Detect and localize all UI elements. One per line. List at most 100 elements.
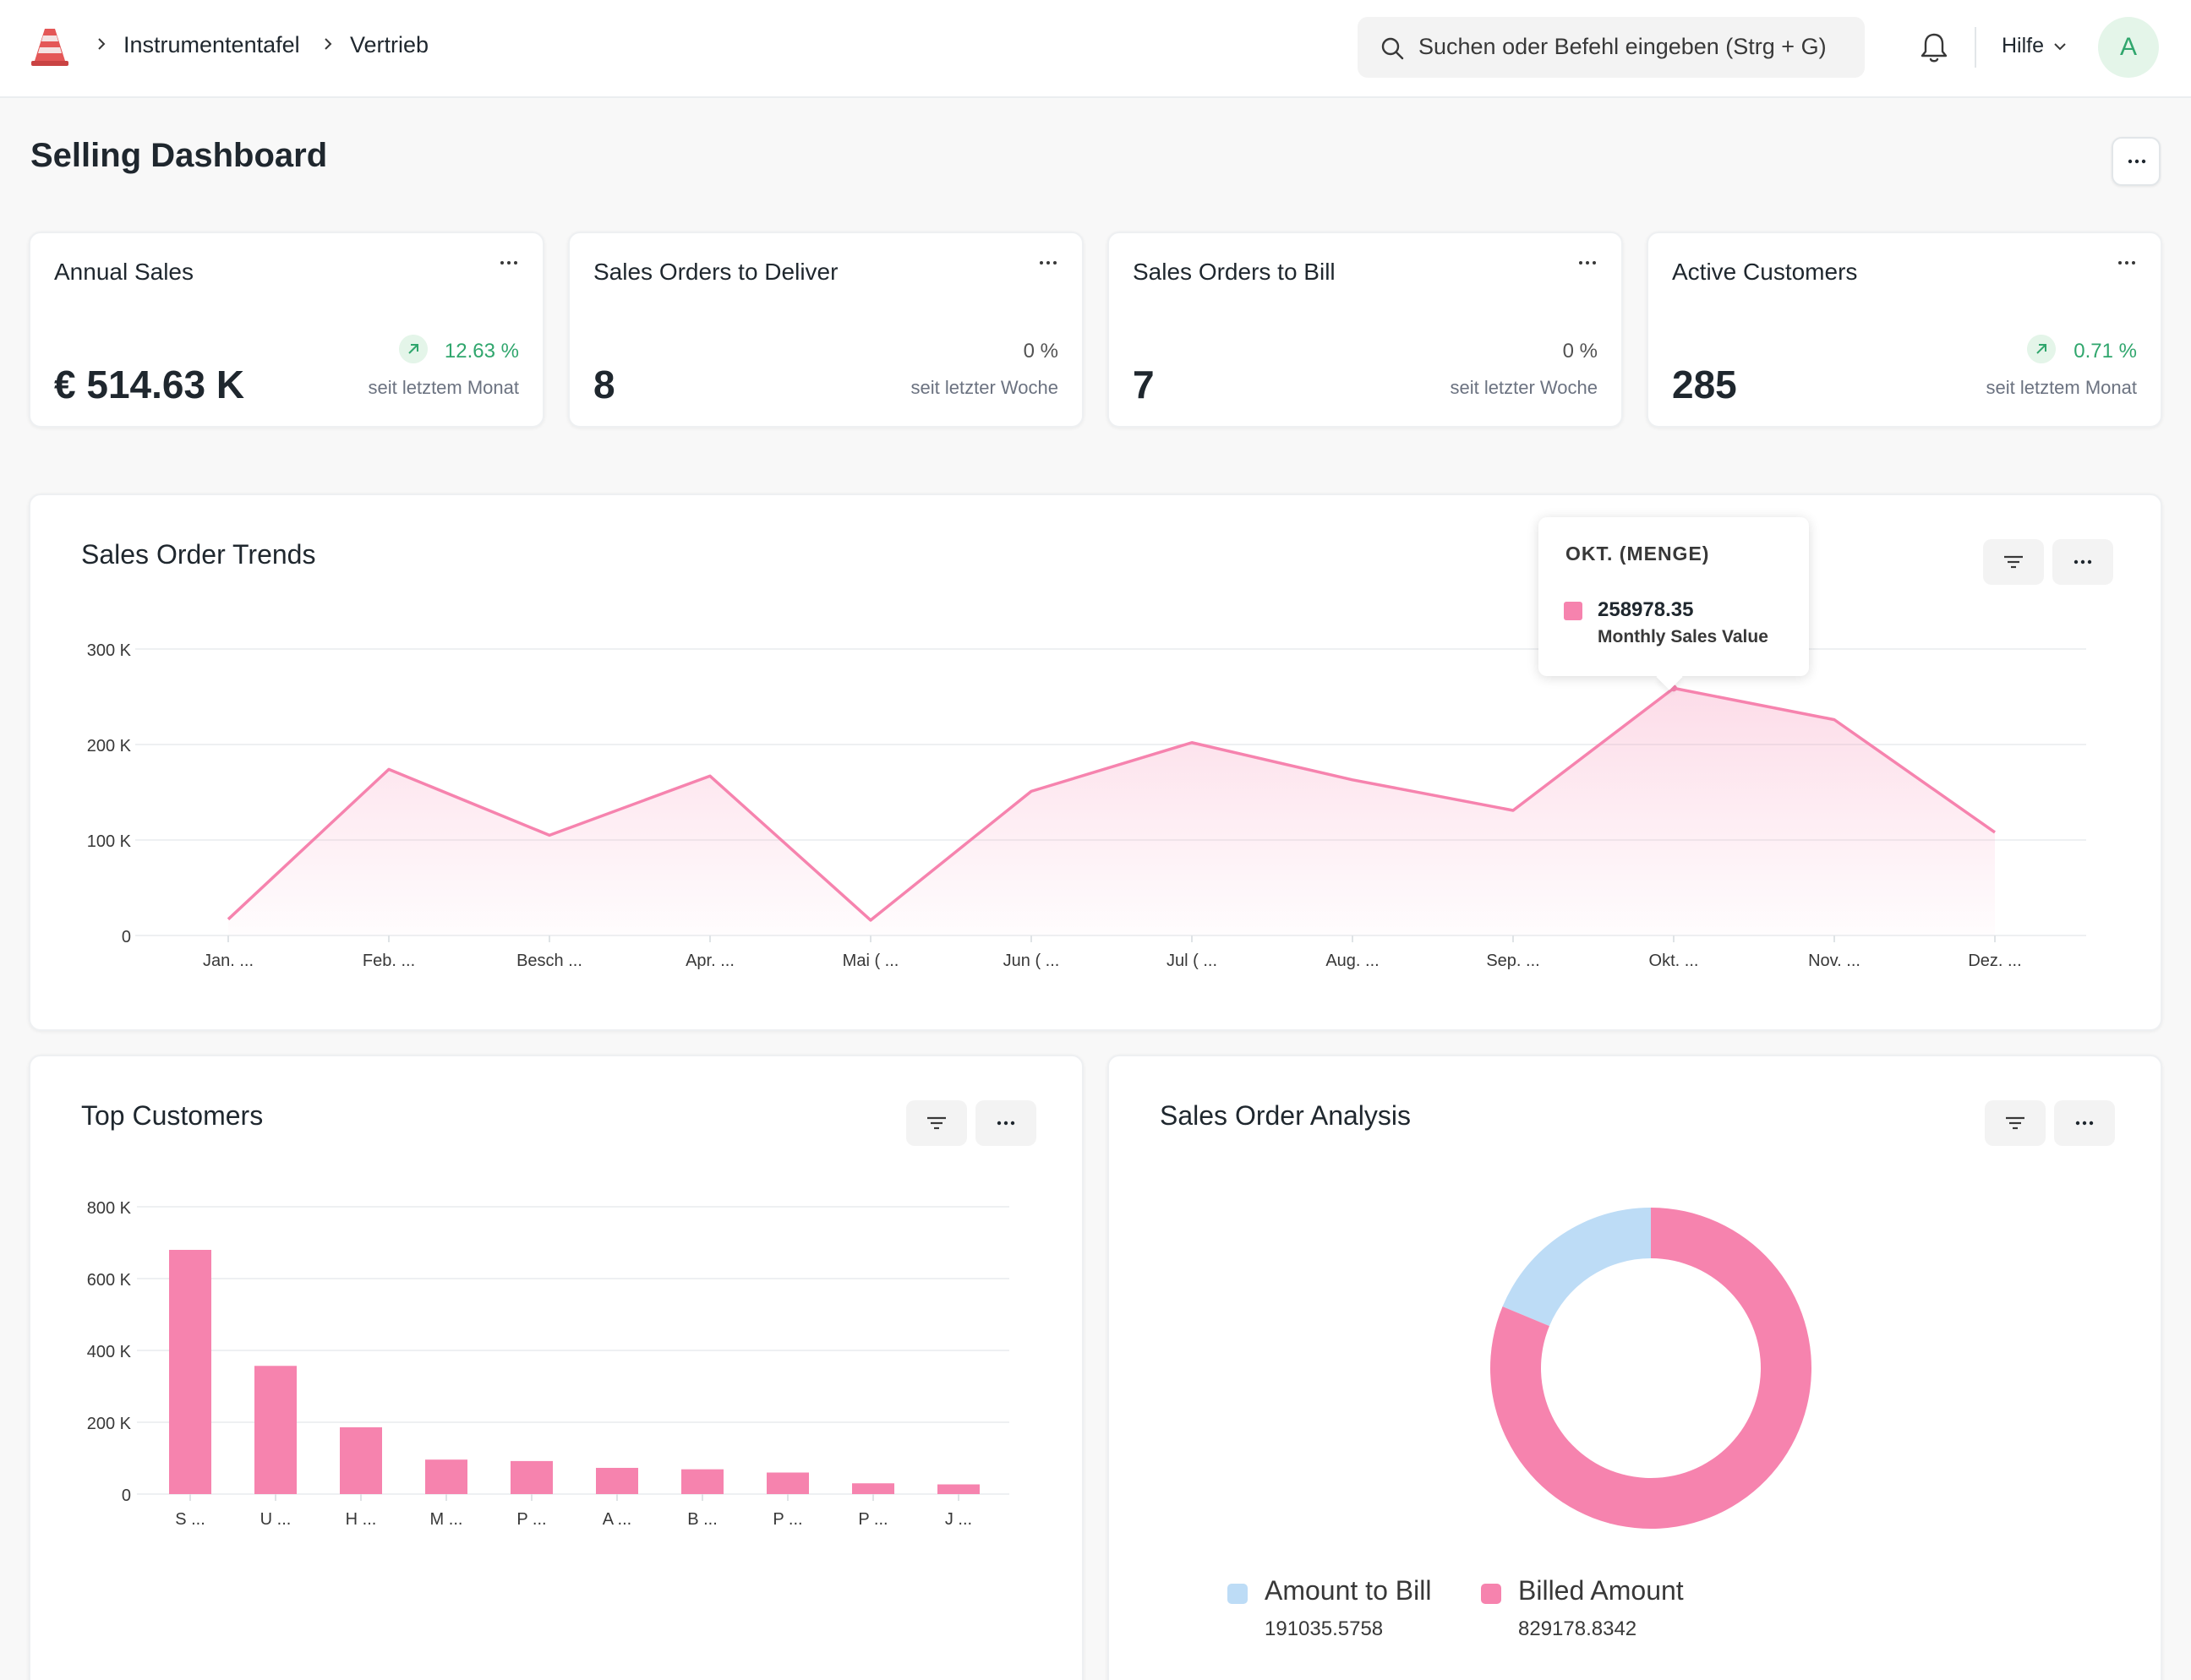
- filter-button[interactable]: [906, 1100, 967, 1146]
- y-tick-label: 0: [122, 928, 131, 946]
- x-tick-label: Jun ( ...: [1003, 952, 1060, 970]
- x-tick-label: Aug. ...: [1325, 952, 1379, 970]
- navbar: Instrumententafel Vertrieb Suchen oder B…: [0, 0, 2191, 98]
- bar: [169, 1250, 211, 1494]
- filter-icon: [2006, 1116, 2024, 1130]
- legend-swatch-amount-to-bill: [1227, 1584, 1248, 1604]
- x-tick-label: Mai ( ...: [843, 952, 899, 970]
- chart-menu-button[interactable]: [2052, 539, 2113, 585]
- x-tick-label: P ...: [516, 1510, 546, 1529]
- chart-title: Sales Order Trends: [81, 539, 316, 570]
- user-avatar[interactable]: A: [2098, 17, 2159, 78]
- card-percent: 0 %: [1023, 340, 1058, 363]
- chart-title: Top Customers: [81, 1100, 264, 1131]
- card-value: 8: [593, 363, 615, 406]
- card-menu-icon[interactable]: [1038, 260, 1058, 265]
- legend-value-amount-to-bill: 191035.5758: [1265, 1617, 1384, 1640]
- x-tick-label: Apr. ...: [686, 952, 735, 970]
- area-fill: [228, 688, 1995, 935]
- page-actions-button[interactable]: [2112, 137, 2161, 186]
- chart-tooltip: OKT. (MENGE) 258978.35 Monthly Sales Val…: [1538, 517, 1809, 676]
- bar: [254, 1366, 297, 1494]
- card-menu-icon[interactable]: [499, 260, 519, 265]
- number-card-orders-to-bill: Sales Orders to Bill 7 0 % seit letzter …: [1107, 232, 1623, 428]
- x-tick-label: P ...: [858, 1510, 888, 1529]
- chart-menu-button[interactable]: [975, 1100, 1036, 1146]
- navbar-divider: [1975, 27, 1976, 68]
- breadcrumb-selling[interactable]: Vertrieb: [350, 32, 429, 57]
- x-tick-label: P ...: [773, 1510, 802, 1529]
- bar: [425, 1459, 467, 1494]
- card-since: seit letzter Woche: [1450, 377, 1598, 398]
- y-tick-label: 400 K: [87, 1343, 132, 1361]
- card-title: Annual Sales: [54, 259, 194, 285]
- card-title: Active Customers: [1672, 259, 1858, 285]
- more-dots-icon: [2075, 1121, 2094, 1126]
- legend-label-billed-amount: Billed Amount: [1518, 1575, 1684, 1606]
- chevron-down-icon[interactable]: [2052, 41, 2068, 52]
- page-title: Selling Dashboard: [30, 137, 328, 174]
- sales-order-analysis-card: Sales Order Analysis Amount to Bill 1910…: [1107, 1055, 2162, 1680]
- filter-button[interactable]: [1983, 539, 2044, 585]
- y-tick-label: 600 K: [87, 1271, 132, 1290]
- x-tick-label: S ...: [175, 1510, 205, 1529]
- card-since: seit letztem Monat: [368, 377, 519, 398]
- tooltip-value: 258978.35: [1598, 598, 1694, 621]
- bar: [767, 1472, 809, 1494]
- card-value: € 514.63 K: [54, 363, 245, 406]
- bar: [937, 1484, 980, 1494]
- y-tick-label: 0: [122, 1486, 131, 1505]
- x-tick-label: Feb. ...: [363, 952, 415, 970]
- donut-slice: [1502, 1208, 1651, 1327]
- more-dots-icon: [997, 1121, 1015, 1126]
- bar: [511, 1460, 553, 1494]
- card-percent: 12.63 %: [444, 340, 519, 363]
- bar: [340, 1426, 382, 1494]
- card-menu-icon[interactable]: [1577, 260, 1598, 265]
- y-tick-label: 300 K: [87, 641, 132, 660]
- x-tick-label: Dez. ...: [1968, 952, 2021, 970]
- y-tick-label: 200 K: [87, 1415, 132, 1433]
- trend-up-icon: [399, 335, 428, 363]
- y-tick-label: 100 K: [87, 832, 132, 851]
- card-menu-icon[interactable]: [2117, 260, 2137, 265]
- card-since: seit letzter Woche: [910, 377, 1058, 398]
- card-percent: 0.71 %: [2074, 340, 2137, 363]
- card-title: Sales Orders to Bill: [1133, 259, 1336, 285]
- trend-up-icon: [2027, 335, 2056, 363]
- filter-button[interactable]: [1985, 1100, 2046, 1146]
- chart-menu-button[interactable]: [2054, 1100, 2115, 1146]
- legend-swatch-billed-amount: [1481, 1584, 1501, 1604]
- bar: [681, 1469, 724, 1494]
- app-logo-icon[interactable]: [30, 25, 69, 68]
- help-menu[interactable]: Hilfe: [2002, 34, 2045, 57]
- tooltip-title: OKT. (MENGE): [1565, 543, 1710, 565]
- breadcrumb-dashboard[interactable]: Instrumententafel: [123, 32, 300, 57]
- x-tick-label: Jul ( ...: [1167, 952, 1217, 970]
- search-placeholder: Suchen oder Befehl eingeben (Strg + G): [1418, 34, 1827, 59]
- card-value: 7: [1133, 363, 1155, 406]
- donut-slice: [1490, 1208, 1812, 1529]
- legend-value-billed-amount: 829178.8342: [1518, 1617, 1637, 1640]
- x-tick-label: Sep. ...: [1486, 952, 1539, 970]
- x-tick-label: U ...: [260, 1510, 292, 1529]
- filter-icon: [927, 1116, 946, 1130]
- bar: [852, 1483, 894, 1494]
- x-tick-label: Besch ...: [516, 952, 582, 970]
- tooltip-series: Monthly Sales Value: [1598, 627, 1768, 646]
- tooltip-swatch: [1564, 602, 1582, 620]
- legend-label-amount-to-bill: Amount to Bill: [1265, 1575, 1432, 1606]
- number-card-annual-sales: Annual Sales € 514.63 K 12.63 % seit let…: [29, 232, 544, 428]
- notification-bell-icon[interactable]: [1919, 30, 1949, 64]
- x-tick-label: M ...: [430, 1510, 463, 1529]
- card-since: seit letztem Monat: [1986, 377, 2137, 398]
- y-tick-label: 800 K: [87, 1199, 132, 1218]
- bar: [596, 1467, 638, 1494]
- chevron-right-icon: [98, 38, 106, 50]
- x-tick-label: H ...: [346, 1510, 377, 1529]
- number-card-orders-to-deliver: Sales Orders to Deliver 8 0 % seit letzt…: [568, 232, 1084, 428]
- chevron-right-icon: [325, 38, 332, 50]
- search-bar[interactable]: Suchen oder Befehl eingeben (Strg + G): [1358, 17, 1865, 78]
